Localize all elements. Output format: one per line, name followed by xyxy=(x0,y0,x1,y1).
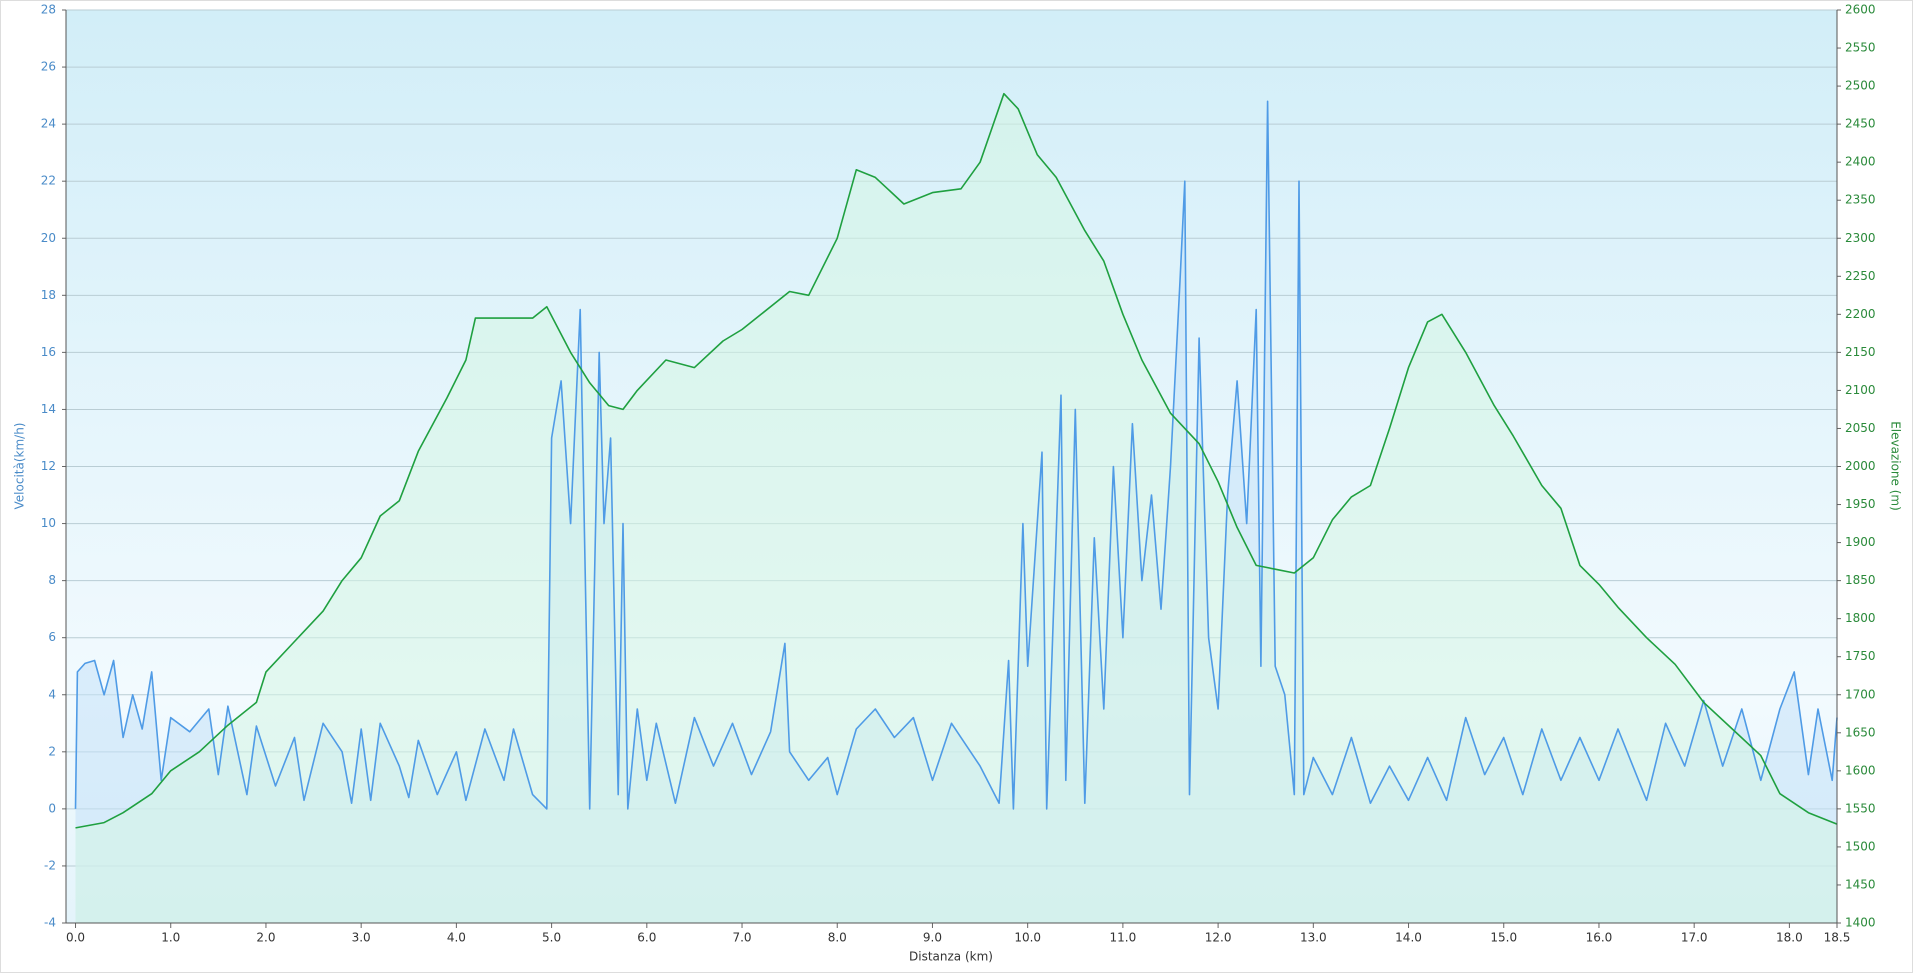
y-tick-label: 26 xyxy=(41,60,56,74)
x-tick-label: 14.0 xyxy=(1395,931,1422,945)
y2-axis-title: Elevazione (m) xyxy=(1889,421,1903,511)
y2-tick-label: 1550 xyxy=(1845,801,1876,815)
x-tick-label: 18.5 xyxy=(1824,931,1851,945)
y-tick-label: 28 xyxy=(41,3,56,17)
y2-tick-label: 1450 xyxy=(1845,877,1876,891)
series-line xyxy=(74,100,1838,810)
series-line xyxy=(75,92,1838,829)
x-tick-label: 18.0 xyxy=(1776,931,1803,945)
y-tick-label: 10 xyxy=(41,516,56,530)
y2-tick-label: 1600 xyxy=(1845,763,1876,777)
x-tick-label: 12.0 xyxy=(1205,931,1232,945)
y-tick-label: 24 xyxy=(41,117,56,131)
x-tick-label: 8.0 xyxy=(828,931,847,945)
y-tick-label: 16 xyxy=(41,345,56,359)
x-tick-label: 10.0 xyxy=(1014,931,1041,945)
y2-tick-label: 2450 xyxy=(1845,117,1876,131)
y2-tick-label: 2500 xyxy=(1845,79,1876,93)
x-tick-label: 2.0 xyxy=(256,931,275,945)
y2-tick-label: 1700 xyxy=(1845,687,1876,701)
y2-tick-label: 1750 xyxy=(1845,649,1876,663)
y-tick-label: 12 xyxy=(41,459,56,473)
y2-tick-label: 2600 xyxy=(1845,3,1876,17)
x-tick-label: 13.0 xyxy=(1300,931,1327,945)
y2-tick-label: 1900 xyxy=(1845,535,1876,549)
x-tick-label: 7.0 xyxy=(732,931,751,945)
x-tick-label: 11.0 xyxy=(1110,931,1137,945)
y2-tick-label: 1400 xyxy=(1845,916,1876,930)
y-tick-label: 20 xyxy=(41,231,56,245)
y-tick-label: 2 xyxy=(48,744,56,758)
y2-tick-label: 2150 xyxy=(1845,345,1876,359)
y2-tick-label: 2200 xyxy=(1845,307,1876,321)
y2-tick-label: 2100 xyxy=(1845,383,1876,397)
x-tick-label: 0.0 xyxy=(66,931,85,945)
y2-tick-label: 2300 xyxy=(1845,231,1876,245)
y-tick-label: 18 xyxy=(41,288,56,302)
x-tick-label: 5.0 xyxy=(542,931,561,945)
x-tick-label: 9.0 xyxy=(923,931,942,945)
x-tick-label: 15.0 xyxy=(1490,931,1517,945)
y-axis-title: Velocità(km/h) xyxy=(13,423,27,510)
y-tick-label: 14 xyxy=(41,402,56,416)
y-tick-label: 22 xyxy=(41,174,56,188)
y-tick-label: 6 xyxy=(48,630,56,644)
y2-tick-label: 1950 xyxy=(1845,497,1876,511)
y-tick-label: -2 xyxy=(44,858,56,872)
y2-tick-label: 2000 xyxy=(1845,459,1876,473)
y-tick-label: -4 xyxy=(44,916,56,930)
x-axis-title: Distanza (km) xyxy=(909,950,993,964)
y2-tick-label: 2400 xyxy=(1845,155,1876,169)
x-tick-label: 6.0 xyxy=(637,931,656,945)
x-tick-label: 17.0 xyxy=(1681,931,1708,945)
x-tick-label: 16.0 xyxy=(1586,931,1613,945)
x-tick-label: 3.0 xyxy=(352,931,371,945)
y2-tick-label: 2550 xyxy=(1845,41,1876,55)
y2-tick-label: 1650 xyxy=(1845,725,1876,739)
y2-tick-label: 1800 xyxy=(1845,611,1876,625)
y2-tick-label: 1850 xyxy=(1845,573,1876,587)
y2-tick-label: 2250 xyxy=(1845,269,1876,283)
series-area xyxy=(75,93,1837,923)
y-tick-label: 4 xyxy=(48,687,56,701)
y2-tick-label: 2350 xyxy=(1845,193,1876,207)
y-tick-label: 0 xyxy=(48,801,56,815)
y2-tick-label: 2050 xyxy=(1845,421,1876,435)
x-tick-label: 4.0 xyxy=(447,931,466,945)
x-tick-label: 1.0 xyxy=(161,931,180,945)
y2-tick-label: 1500 xyxy=(1845,839,1876,853)
y-tick-label: 8 xyxy=(48,573,56,587)
